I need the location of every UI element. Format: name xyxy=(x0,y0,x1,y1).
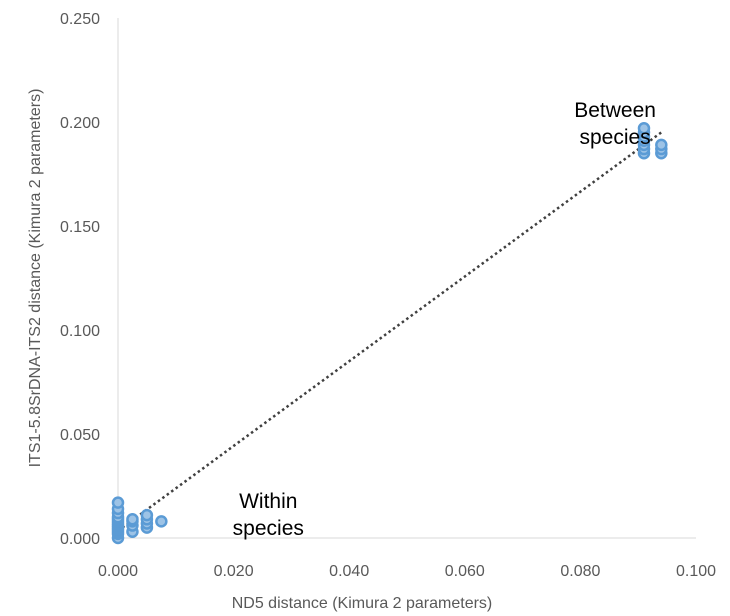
annotation-label: Between species xyxy=(574,99,656,149)
x-tick-label: 0.040 xyxy=(329,563,369,580)
data-point xyxy=(155,515,168,528)
x-tick-label: 0.000 xyxy=(98,563,138,580)
trendline-layer xyxy=(117,131,663,532)
y-tick-label: 0.250 xyxy=(60,11,100,28)
data-point xyxy=(126,513,139,526)
data-point xyxy=(655,138,668,152)
y-axis-title: ITS1-5.8SrDNA-ITS2 distance (Kimura 2 pa… xyxy=(27,89,44,468)
data-points xyxy=(111,121,668,545)
data-point xyxy=(140,508,154,522)
x-tick-label: 0.080 xyxy=(560,563,600,580)
x-tick-label: 0.020 xyxy=(214,563,254,580)
annotation-label: Within species xyxy=(233,490,304,540)
y-tick-label: 0.000 xyxy=(60,531,100,548)
y-tick-label: 0.150 xyxy=(60,219,100,236)
x-axis-title: ND5 distance (Kimura 2 parameters) xyxy=(232,595,493,612)
y-tick-label: 0.200 xyxy=(60,115,100,132)
data-point xyxy=(637,121,651,135)
y-tick-label: 0.100 xyxy=(60,323,100,340)
y-tick-label: 0.050 xyxy=(60,427,100,444)
trendline xyxy=(117,131,663,532)
x-tick-label: 0.060 xyxy=(445,563,485,580)
tick-labels: 0.000 0.050 0.100 0.150 0.200 0.250 0.000 0.020… xyxy=(60,11,716,580)
annotations: Between species Within species xyxy=(233,99,656,540)
axes xyxy=(117,18,696,539)
data-point xyxy=(111,496,125,509)
x-tick-label: 0.100 xyxy=(676,563,716,580)
